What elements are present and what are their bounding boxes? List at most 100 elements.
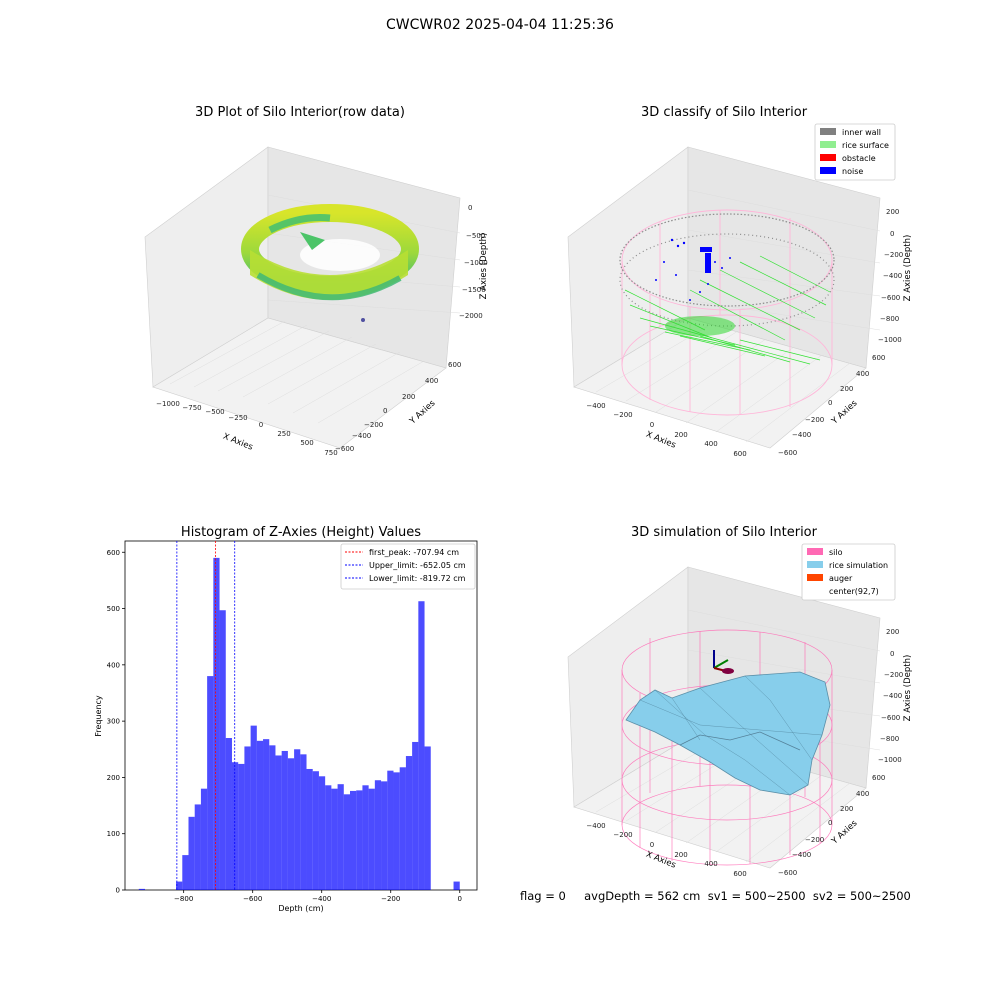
- legend-swatch: [807, 548, 823, 555]
- x-tick-label: −200: [381, 895, 400, 903]
- legend-swatch: [807, 587, 823, 594]
- histogram-bar: [207, 676, 214, 890]
- histogram-bar: [176, 881, 183, 890]
- simulation-rice-surface: [625, 671, 831, 796]
- legend-label: rice simulation: [829, 561, 888, 570]
- histogram-bar: [200, 788, 208, 890]
- raw-ztick: −1500: [462, 286, 486, 294]
- histogram-axes: −800 −600 −400 −200 0 0 100 200 300 400 500 600: [107, 549, 462, 903]
- simulation-legend: silo rice simulation auger center(92,7): [801, 543, 896, 601]
- classify-ytick: 400: [856, 370, 869, 378]
- histogram-bar: [362, 785, 369, 890]
- classify-xtick: 400: [704, 440, 717, 448]
- histogram-vlines: [176, 541, 236, 890]
- histogram-bar: [418, 601, 425, 890]
- simulation-xtick: 400: [704, 860, 717, 868]
- histogram-bar: [182, 855, 189, 890]
- classify-ytick: −400: [792, 431, 811, 439]
- raw-ytick: 0: [383, 407, 387, 415]
- simulation-zlabel: Z Axies (Depth): [903, 655, 913, 722]
- panel-histogram: Histogram of Z-Axies (Height) Values −80…: [94, 525, 478, 913]
- classify-ztick: −600: [881, 294, 900, 302]
- raw-ztick: −500: [466, 232, 485, 240]
- classify-legend: inner wall rice surface obstacle noise: [814, 123, 896, 181]
- histogram-bar: [238, 763, 245, 890]
- x-tick-label: −800: [174, 895, 193, 903]
- legend-label: inner wall: [842, 128, 881, 137]
- classify-xtick: 200: [674, 431, 687, 439]
- histogram-bar: [312, 771, 319, 890]
- classify-noise: [655, 238, 731, 301]
- raw-ytick: 600: [448, 361, 461, 369]
- legend-label: center(92,7): [829, 587, 879, 596]
- raw-ylabel: Y Axies: [407, 398, 438, 427]
- classify-ztick: 0: [890, 230, 894, 238]
- legend-swatch: [820, 128, 836, 135]
- raw-ytick: −400: [352, 432, 371, 440]
- histogram-bar: [219, 610, 226, 890]
- raw-3d-box: [144, 146, 461, 449]
- histogram-bar: [287, 758, 295, 890]
- legend-label: silo: [829, 548, 843, 557]
- simulation-ytick: 0: [828, 819, 832, 827]
- x-tick-label: −400: [312, 895, 331, 903]
- classify-ztick: −200: [884, 251, 903, 259]
- y-tick-label: 400: [107, 661, 120, 669]
- raw-xtick: −500: [205, 408, 224, 416]
- simulation-ytick: 400: [856, 790, 869, 798]
- raw-ytick: −600: [335, 445, 354, 453]
- simulation-auger-axes: [713, 650, 734, 674]
- raw-xtick: 250: [277, 430, 290, 438]
- simulation-xtick: −400: [586, 822, 605, 830]
- classify-ylabel: Y Axies: [829, 398, 860, 427]
- simulation-ytick: −200: [805, 836, 824, 844]
- histogram-bar: [225, 738, 232, 890]
- raw-xtick: −1000: [156, 400, 180, 408]
- legend-label: rice surface: [842, 141, 889, 150]
- simulation-ytick: −600: [778, 869, 797, 877]
- legend-label: obstacle: [842, 154, 876, 163]
- histogram-bar: [412, 741, 419, 890]
- classify-ztick: 200: [886, 208, 899, 216]
- simulation-ztick: −200: [884, 671, 903, 679]
- histogram-xlabel: Depth (cm): [278, 904, 323, 913]
- status-footer: flag = 0 avgDepth = 562 cm sv1 = 500~250…: [520, 889, 911, 903]
- classify-3d-box: [567, 146, 881, 449]
- histogram-bar: [250, 725, 257, 890]
- simulation-ytick: 200: [840, 805, 853, 813]
- classify-xtick: −400: [586, 402, 605, 410]
- simulation-ytick: −400: [792, 851, 811, 859]
- histogram-bar: [318, 776, 326, 890]
- simulation-xtick: 0: [650, 841, 654, 849]
- histogram-bar: [194, 804, 201, 890]
- simulation-xtick: 600: [733, 870, 746, 878]
- legend-swatch: [820, 154, 836, 161]
- classify-ztick: −800: [880, 315, 899, 323]
- raw-ytick: 400: [425, 377, 438, 385]
- simulation-xtick: 200: [674, 851, 687, 859]
- y-tick-label: 0: [116, 887, 120, 895]
- x-tick-label: 0: [458, 895, 462, 903]
- x-tick-label: −600: [243, 895, 262, 903]
- raw-ytick: −200: [364, 421, 383, 429]
- histogram-bar: [381, 781, 388, 890]
- classify-xtick: −200: [613, 411, 632, 419]
- classify-ytick: 600: [872, 354, 885, 362]
- raw-xtick: 750: [324, 449, 337, 457]
- legend-label: Upper_limit: -652.05 cm: [369, 561, 466, 570]
- classify-xtick: 0: [650, 421, 654, 429]
- histogram-bar: [387, 770, 394, 890]
- simulation-ztick: −400: [883, 692, 902, 700]
- histogram-bar: [213, 557, 220, 890]
- histogram-bars: [138, 557, 460, 890]
- legend-label: first_peak: -707.94 cm: [369, 548, 459, 557]
- raw-xtick: 0: [259, 421, 263, 429]
- histogram-bar: [281, 750, 288, 890]
- panel-simulation: 3D simulation of Silo Interior: [567, 525, 913, 878]
- histogram-bar: [453, 881, 460, 890]
- histogram-bar: [424, 746, 431, 890]
- y-tick-label: 600: [107, 549, 120, 557]
- simulation-ztick: −1000: [878, 756, 902, 764]
- y-tick-label: 200: [107, 774, 120, 782]
- legend-swatch: [820, 167, 836, 174]
